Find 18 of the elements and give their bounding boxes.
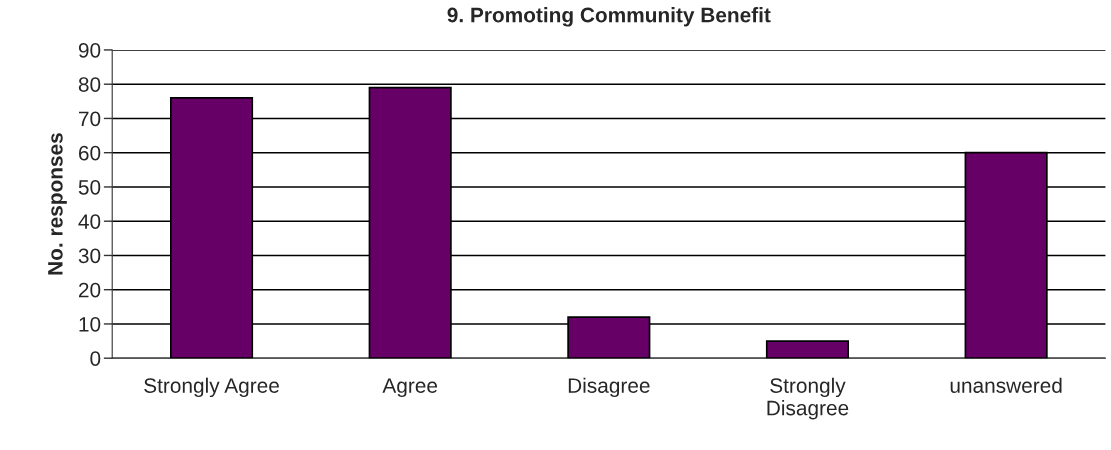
- y-tick-label: 30: [78, 248, 101, 264]
- x-tick-label: unanswered: [950, 377, 1062, 393]
- y-tick-label: 60: [78, 145, 101, 161]
- y-axis-title: No. responses: [48, 133, 67, 275]
- x-tick-label: Strongly Agree: [144, 377, 279, 398]
- x-tick-label: Disagree: [568, 377, 650, 398]
- y-tick-label: 40: [78, 214, 101, 229]
- bar: [765, 340, 850, 359]
- y-tick-label: 70: [79, 111, 101, 127]
- y-tick-label: 50: [78, 179, 101, 195]
- x-tick-label: Agree: [382, 378, 438, 398]
- y-tick-label: 90: [78, 42, 101, 58]
- x-tick-label: Strongly Disagree: [767, 377, 849, 420]
- y-tick-label: 0: [90, 351, 101, 366]
- y-tick-label: 20: [78, 282, 101, 298]
- y-tick-label: 10: [79, 316, 101, 332]
- y-tick-label: 80: [78, 77, 101, 92]
- chart-title: 9. Promoting Community Benefit: [447, 7, 771, 27]
